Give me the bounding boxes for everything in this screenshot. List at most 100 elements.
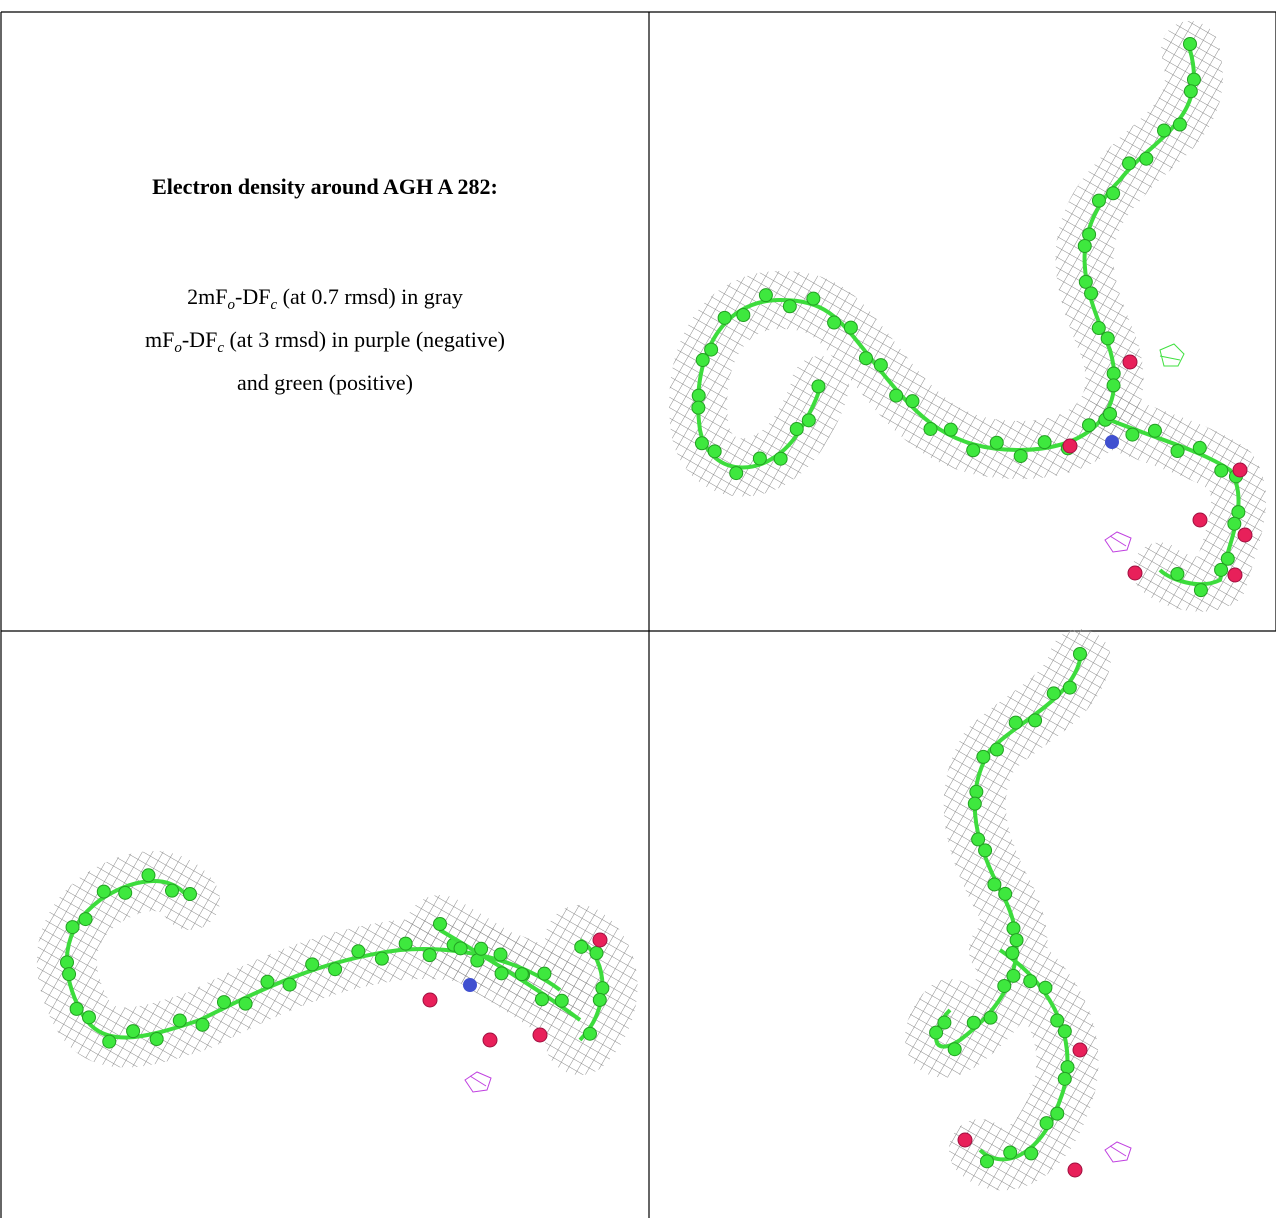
oxygen-atom [958, 1133, 972, 1147]
atom [1107, 367, 1120, 380]
oxygen-atom [1228, 568, 1242, 582]
atom [718, 311, 731, 324]
atom [538, 967, 551, 980]
atom [790, 423, 803, 436]
atom [1006, 947, 1019, 960]
atom [494, 948, 507, 961]
atom [1193, 441, 1206, 454]
atom [196, 1018, 209, 1031]
atom [708, 445, 721, 458]
atom [988, 878, 1001, 891]
atom [1061, 1061, 1074, 1074]
atom [1063, 681, 1076, 694]
atom [1092, 322, 1105, 335]
atom [82, 1011, 95, 1024]
atom [283, 978, 296, 991]
atom [705, 343, 718, 356]
atom [990, 743, 1003, 756]
atom [583, 1027, 596, 1040]
atom [1215, 563, 1228, 576]
atom [970, 785, 983, 798]
atom [730, 467, 743, 480]
atom [1083, 419, 1096, 432]
oxygen-atom [1123, 355, 1137, 369]
atom [61, 956, 74, 969]
atom [555, 994, 568, 1007]
atom [1104, 408, 1117, 421]
atom [874, 359, 887, 372]
atom [515, 968, 528, 981]
atom [1123, 157, 1136, 170]
caption-line: and green (positive) [237, 370, 413, 395]
text-run: (at 0.7 rmsd) in gray [277, 284, 463, 309]
atom [859, 352, 872, 365]
atom [1184, 85, 1197, 98]
oxygen-atom [533, 1028, 547, 1042]
atom [1058, 1025, 1071, 1038]
atom [239, 997, 252, 1010]
atom [575, 940, 588, 953]
negative-density [465, 1072, 491, 1092]
atom [828, 316, 841, 329]
atom [924, 422, 937, 435]
atom [66, 921, 79, 934]
oxygen-atom [1068, 1163, 1082, 1177]
atom [495, 967, 508, 980]
caption-lines: 2mFo-DFc (at 0.7 rmsd) in graymFo-DFc (a… [145, 284, 505, 395]
atom [737, 308, 750, 321]
atom [979, 844, 992, 857]
atom [165, 884, 178, 897]
atom [1148, 424, 1161, 437]
oxygen-atom [1128, 566, 1142, 580]
atom [434, 918, 447, 931]
atom [980, 1155, 993, 1168]
atom [938, 1016, 951, 1029]
figure: Electron density around AGH A 282: 2mFo-… [0, 0, 1276, 1218]
atom [1004, 1146, 1017, 1159]
atom [306, 958, 319, 971]
atom [70, 1002, 83, 1015]
atom [79, 913, 92, 926]
atom [590, 947, 603, 960]
atom [967, 1016, 980, 1029]
atom [1007, 922, 1020, 935]
atom [967, 444, 980, 457]
atom [119, 886, 132, 899]
atom [1171, 567, 1184, 580]
atom [1126, 428, 1139, 441]
page: Electron density around AGH A 282: 2mFo-… [0, 0, 1276, 1218]
atom [423, 949, 436, 962]
atom [1025, 1147, 1038, 1160]
oxygen-atom [423, 993, 437, 1007]
atom [596, 982, 609, 995]
negative-density [1105, 1142, 1131, 1162]
oxygen-atom [1193, 513, 1207, 527]
atom [1040, 1117, 1053, 1130]
atom [1107, 379, 1120, 392]
atom [696, 354, 709, 367]
atom [1215, 464, 1228, 477]
molecule-views [61, 38, 1252, 1178]
atom [399, 937, 412, 950]
atom [1078, 239, 1091, 252]
atom [984, 1011, 997, 1024]
atom [1007, 969, 1020, 982]
atom [1038, 436, 1051, 449]
atom [977, 750, 990, 763]
text-run: 2mF [187, 284, 227, 309]
oxygen-atom [1233, 463, 1247, 477]
atom [774, 452, 787, 465]
atom [352, 945, 365, 958]
atom [1194, 584, 1207, 597]
atom [807, 292, 820, 305]
atom [593, 993, 606, 1006]
caption-line: mFo-DFc (at 3 rmsd) in purple (negative) [145, 327, 505, 356]
negative-density [1105, 532, 1131, 552]
atom [1009, 716, 1022, 729]
atom [1173, 118, 1186, 131]
atom [692, 389, 705, 402]
oxygen-atom [1238, 528, 1252, 542]
atom [1107, 187, 1120, 200]
atom [454, 942, 467, 955]
caption-title: Electron density around AGH A 282: [152, 174, 498, 199]
